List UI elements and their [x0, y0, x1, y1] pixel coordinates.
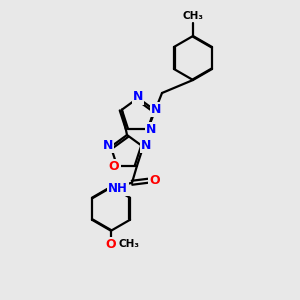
Text: N: N: [133, 91, 143, 103]
Text: NH: NH: [108, 182, 128, 195]
Text: O: O: [150, 174, 160, 187]
Text: N: N: [146, 123, 156, 136]
Text: O: O: [106, 238, 116, 251]
Text: N: N: [141, 139, 152, 152]
Text: CH₃: CH₃: [182, 11, 203, 21]
Text: N: N: [151, 103, 161, 116]
Text: N: N: [103, 139, 113, 152]
Text: O: O: [109, 160, 119, 173]
Text: CH₃: CH₃: [118, 239, 140, 249]
